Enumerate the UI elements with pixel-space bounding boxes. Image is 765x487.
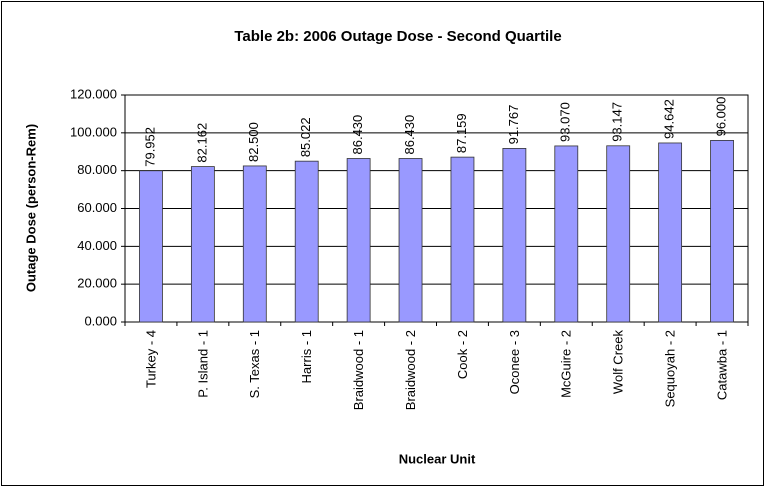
x-axis-title: Nuclear Unit — [399, 451, 476, 466]
x-tick-label: Braidwood - 2 — [403, 330, 418, 410]
bar — [554, 145, 579, 323]
x-tick-label: P. Island - 1 — [195, 330, 210, 398]
x-tick-label: Wolf Creek — [611, 330, 626, 395]
value-label: 82.500 — [246, 122, 261, 162]
bar — [606, 145, 631, 323]
value-label: 93.070 — [558, 102, 573, 142]
bar — [346, 158, 371, 323]
value-label: 86.430 — [402, 115, 417, 155]
value-label: 87.159 — [454, 113, 469, 153]
bar — [398, 158, 423, 323]
y-tick-label: 20.000 — [77, 276, 117, 291]
value-label: 94.642 — [662, 99, 677, 139]
x-tick-label: S. Texas - 1 — [247, 330, 262, 398]
value-label: 93.147 — [610, 102, 625, 142]
x-tick-label: Harris - 1 — [299, 330, 314, 383]
y-tick-label: 100.000 — [70, 124, 117, 139]
x-tick-label: Oconee - 3 — [507, 330, 522, 394]
x-tick-label: Cook - 2 — [455, 330, 470, 379]
x-tick-label: Catawba - 1 — [714, 330, 729, 400]
x-tick-label: McGuire - 2 — [559, 330, 574, 398]
y-axis-title: Outage Dose (person-Rem) — [23, 124, 38, 292]
bar — [658, 142, 683, 323]
chart-title: Table 2b: 2006 Outage Dose - Second Quar… — [234, 28, 561, 45]
x-tick-label: Sequoyah - 2 — [663, 330, 678, 407]
value-label: 86.430 — [350, 115, 365, 155]
y-tick-label: 80.000 — [77, 162, 117, 177]
bar — [190, 166, 215, 323]
y-tick-label: 120.000 — [70, 86, 117, 101]
x-tick-label: Braidwood - 1 — [351, 330, 366, 410]
value-label: 96.000 — [713, 97, 728, 137]
y-tick-label: 40.000 — [77, 238, 117, 253]
value-label: 85.022 — [298, 117, 313, 157]
y-tick-label: 0.000 — [84, 313, 117, 328]
value-label: 91.767 — [506, 105, 521, 145]
y-tick-label: 60.000 — [77, 200, 117, 215]
bar — [450, 156, 475, 323]
value-label: 79.952 — [142, 127, 157, 167]
value-label: 82.162 — [194, 123, 209, 163]
x-tick-label: Turkey - 4 — [143, 330, 158, 388]
bar — [242, 165, 267, 323]
bar — [294, 160, 319, 323]
bar — [710, 139, 734, 323]
bar — [139, 170, 163, 323]
bar — [502, 148, 527, 323]
